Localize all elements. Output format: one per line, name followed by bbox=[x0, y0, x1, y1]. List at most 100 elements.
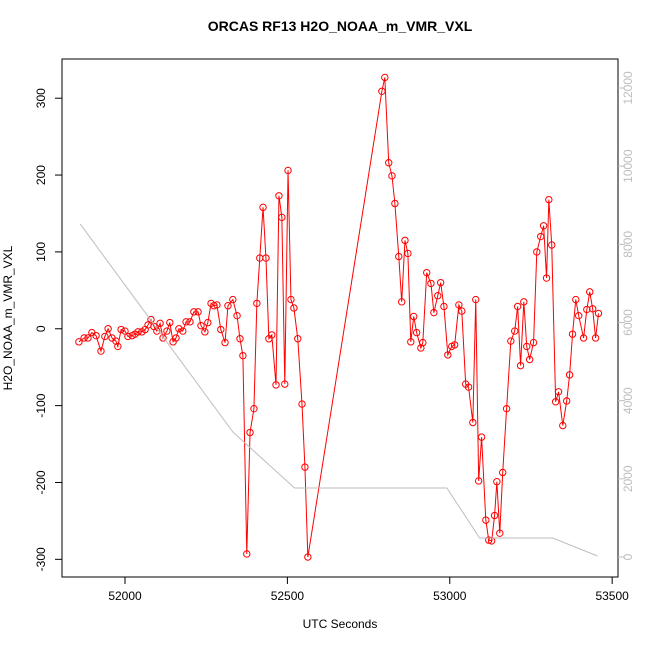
point bbox=[436, 278, 445, 287]
point bbox=[502, 404, 511, 413]
point bbox=[412, 328, 421, 337]
point bbox=[579, 334, 588, 342]
point bbox=[525, 355, 534, 364]
point bbox=[401, 236, 409, 245]
point bbox=[194, 308, 202, 316]
x-tick-label: 53500 bbox=[595, 589, 629, 603]
point bbox=[304, 553, 312, 561]
y2-tick-label: 8000 bbox=[621, 231, 635, 258]
point bbox=[423, 268, 431, 277]
point bbox=[455, 301, 463, 309]
point bbox=[450, 341, 459, 349]
point bbox=[548, 241, 556, 249]
series-line bbox=[78, 77, 600, 558]
point bbox=[124, 332, 132, 341]
point bbox=[485, 536, 493, 544]
point bbox=[430, 308, 438, 317]
point bbox=[250, 404, 258, 413]
point bbox=[287, 295, 295, 304]
point bbox=[490, 511, 499, 520]
point bbox=[272, 381, 280, 389]
point bbox=[493, 478, 501, 486]
point bbox=[253, 299, 261, 308]
point bbox=[134, 328, 142, 336]
point bbox=[190, 308, 198, 316]
point bbox=[427, 279, 435, 288]
point bbox=[114, 342, 122, 351]
point bbox=[243, 550, 251, 558]
point bbox=[84, 334, 92, 342]
y-tick-label: 0 bbox=[34, 325, 48, 332]
point bbox=[197, 321, 205, 330]
point bbox=[147, 315, 155, 324]
point bbox=[104, 325, 112, 333]
point bbox=[559, 421, 567, 430]
point bbox=[294, 335, 302, 343]
point bbox=[221, 338, 229, 347]
point bbox=[575, 311, 583, 320]
y-axis-label: H2O_NOAA_m_VMR_VXL bbox=[1, 245, 15, 390]
point bbox=[201, 328, 209, 336]
point bbox=[80, 334, 88, 342]
y2-tick-label: 6000 bbox=[621, 309, 635, 336]
point bbox=[496, 529, 504, 537]
point bbox=[554, 388, 563, 396]
point bbox=[233, 311, 241, 320]
point bbox=[217, 325, 225, 334]
point bbox=[92, 331, 100, 340]
y2-tick-label: 10000 bbox=[621, 149, 635, 183]
point bbox=[542, 274, 551, 282]
point bbox=[246, 428, 254, 437]
y-tick-label: -100 bbox=[34, 393, 48, 417]
point bbox=[172, 334, 180, 342]
point bbox=[469, 418, 477, 427]
point bbox=[588, 305, 597, 313]
point bbox=[499, 468, 507, 477]
point bbox=[520, 298, 528, 306]
point bbox=[301, 463, 309, 471]
y-tick-label: -200 bbox=[34, 470, 48, 494]
point bbox=[163, 327, 171, 335]
point bbox=[568, 330, 577, 338]
point bbox=[551, 398, 560, 406]
point bbox=[565, 371, 574, 379]
point bbox=[166, 318, 174, 327]
point bbox=[182, 318, 190, 326]
point bbox=[591, 334, 600, 342]
point bbox=[410, 312, 418, 321]
point bbox=[101, 332, 109, 341]
point bbox=[529, 338, 538, 347]
point bbox=[229, 295, 237, 304]
point bbox=[278, 213, 286, 222]
point bbox=[474, 477, 483, 485]
point bbox=[513, 302, 522, 311]
point bbox=[434, 292, 442, 300]
point bbox=[284, 166, 292, 175]
point bbox=[224, 302, 232, 310]
point bbox=[117, 325, 125, 334]
point bbox=[179, 327, 187, 335]
y2-tick-label: 0 bbox=[621, 553, 635, 560]
point bbox=[97, 347, 105, 355]
point bbox=[464, 383, 473, 391]
point bbox=[533, 248, 541, 256]
point bbox=[75, 338, 83, 346]
point bbox=[516, 361, 525, 370]
y2-tick-label: 4000 bbox=[621, 387, 635, 414]
point bbox=[562, 397, 571, 405]
y-tick-label: 200 bbox=[34, 165, 48, 185]
point bbox=[391, 199, 399, 208]
point bbox=[262, 254, 270, 262]
point bbox=[156, 319, 164, 328]
point bbox=[239, 351, 247, 360]
point bbox=[378, 87, 386, 95]
x-axis-label: UTC Seconds bbox=[303, 617, 378, 631]
point bbox=[388, 172, 396, 180]
point bbox=[210, 302, 218, 310]
point bbox=[482, 516, 490, 524]
y-tick-label: -300 bbox=[34, 547, 48, 571]
point bbox=[213, 301, 221, 309]
point bbox=[586, 288, 594, 296]
point bbox=[511, 327, 519, 335]
